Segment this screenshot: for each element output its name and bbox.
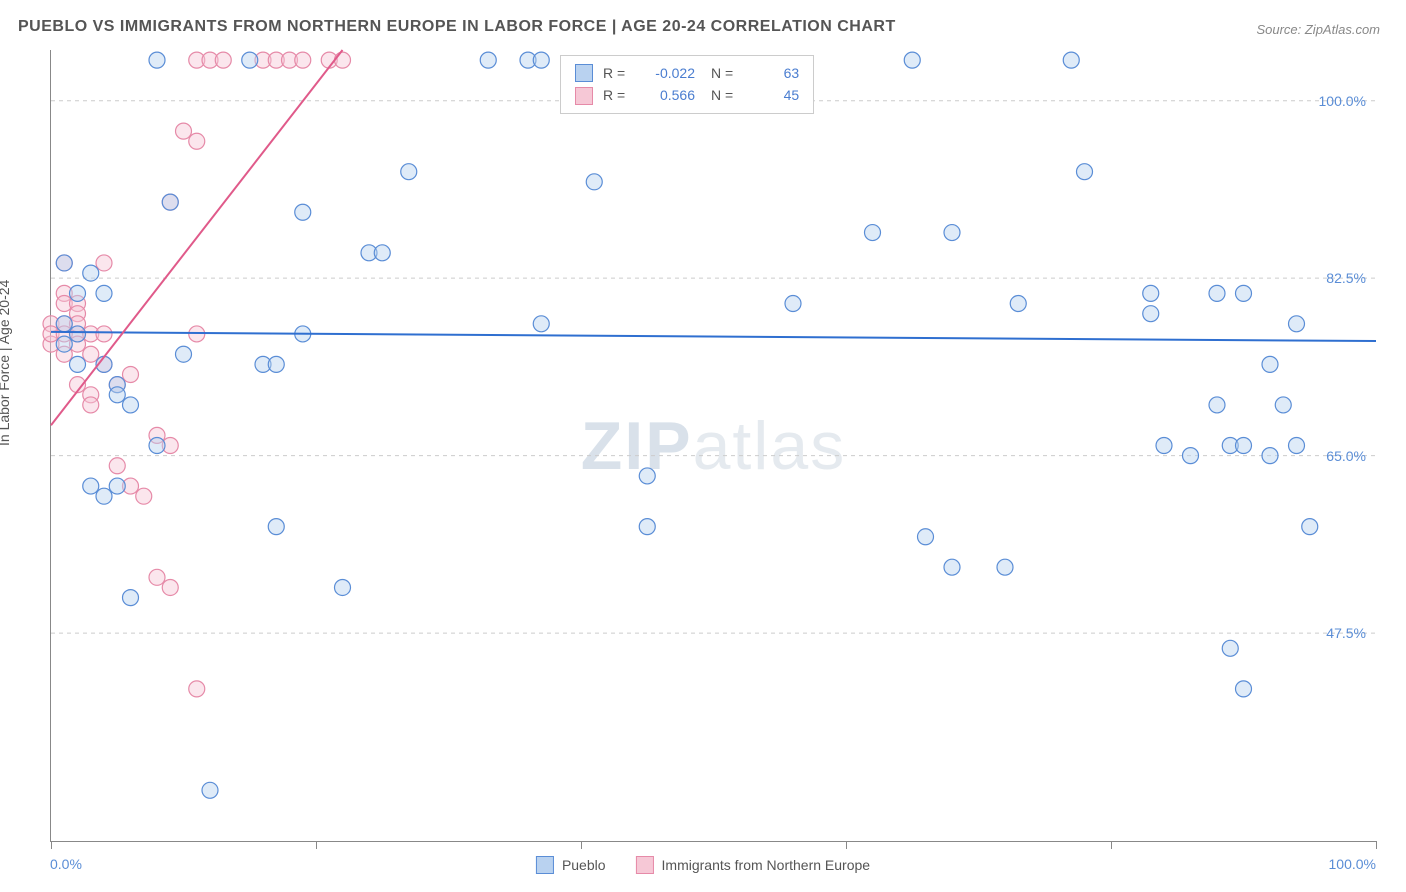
x-min-label: 0.0% [50,856,82,872]
n-value-2: 45 [743,84,799,106]
r-value-2: 0.566 [639,84,695,106]
plot-area: ZIPatlas 47.5%65.0%82.5%100.0% [50,50,1376,842]
legend-label-pueblo: Pueblo [562,857,606,873]
stat-row-immigrants: R = 0.566 N = 45 [575,84,799,106]
swatch-immigrants [575,87,593,105]
plot-svg [51,50,1376,841]
x-tick [1376,841,1377,849]
x-max-label: 100.0% [1329,856,1376,872]
r-label-2: R = [603,84,629,106]
stat-box: R = -0.022 N = 63 R = 0.566 N = 45 [560,55,814,114]
y-axis-label: In Labor Force | Age 20-24 [0,280,12,446]
x-tick [51,841,52,849]
source-label: Source: ZipAtlas.com [1256,22,1380,37]
bottom-legend: Pueblo Immigrants from Northern Europe [536,856,870,874]
chart-container: PUEBLO VS IMMIGRANTS FROM NORTHERN EUROP… [0,0,1406,892]
legend-label-immigrants: Immigrants from Northern Europe [662,857,871,873]
chart-title: PUEBLO VS IMMIGRANTS FROM NORTHERN EUROP… [18,18,896,36]
n-label-2: N = [711,84,733,106]
legend-item-immigrants: Immigrants from Northern Europe [636,856,871,874]
y-tick-label: 100.0% [1319,93,1366,109]
x-tick [316,841,317,849]
r-value-1: -0.022 [639,62,695,84]
swatch-pueblo [575,64,593,82]
legend-item-pueblo: Pueblo [536,856,606,874]
x-tick [846,841,847,849]
y-tick-label: 82.5% [1326,270,1366,286]
x-tick [1111,841,1112,849]
legend-swatch-immigrants [636,856,654,874]
y-tick-label: 65.0% [1326,448,1366,464]
n-value-1: 63 [743,62,799,84]
r-label-1: R = [603,62,629,84]
legend-swatch-pueblo [536,856,554,874]
stat-row-pueblo: R = -0.022 N = 63 [575,62,799,84]
n-label-1: N = [711,62,733,84]
x-tick [581,841,582,849]
y-tick-label: 47.5% [1326,625,1366,641]
